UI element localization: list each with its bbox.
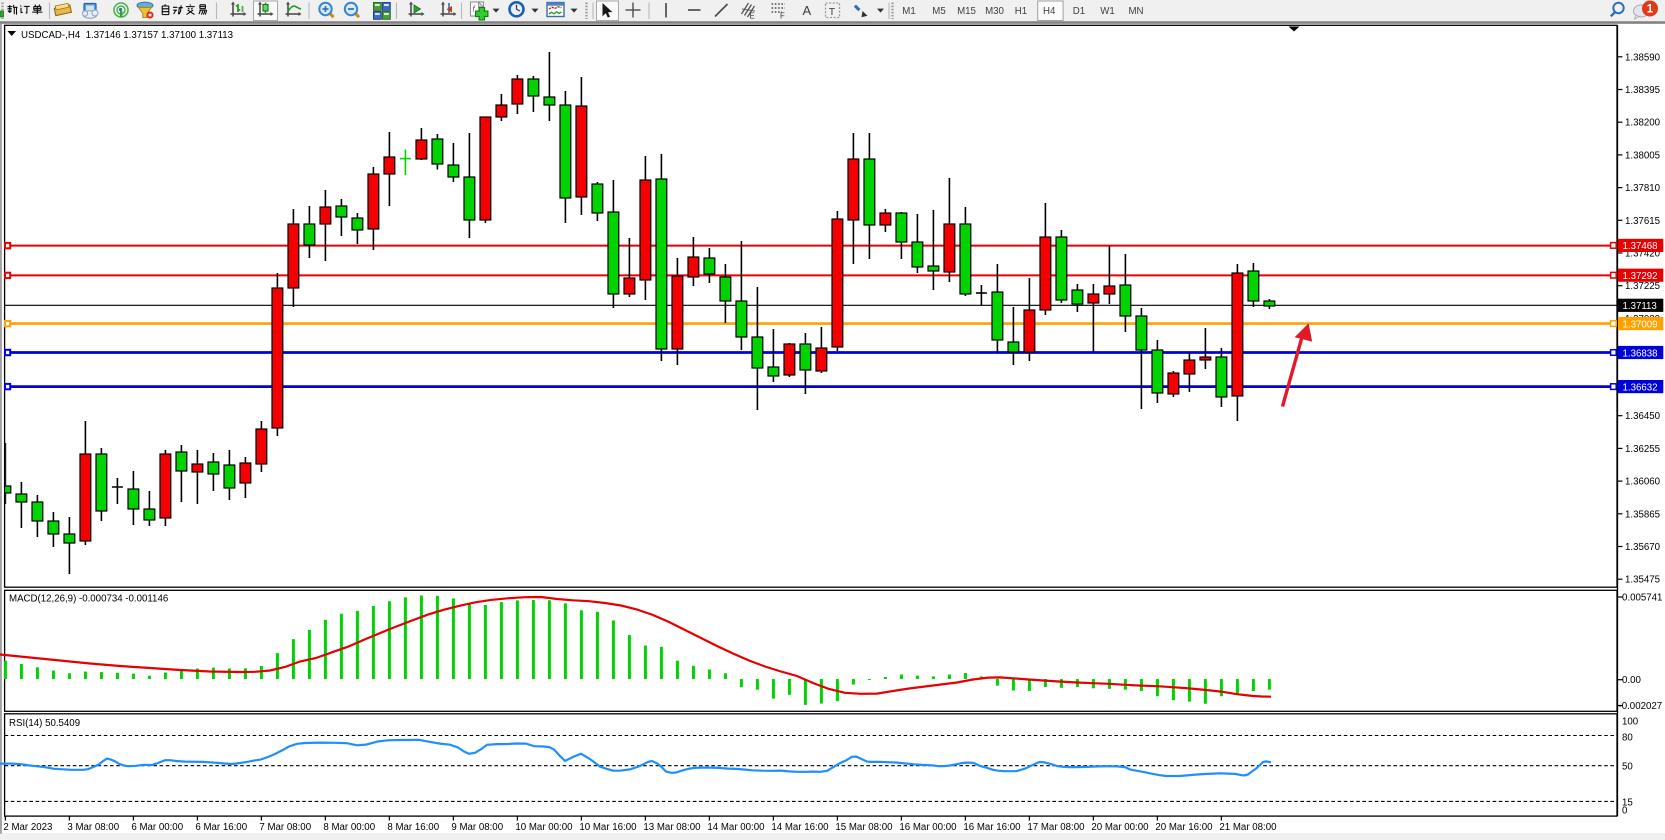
svg-text:0: 0	[1622, 806, 1628, 817]
svg-text:14 Mar 00:00: 14 Mar 00:00	[707, 822, 765, 833]
svg-text:W1: W1	[1100, 6, 1115, 17]
svg-text:1.36632: 1.36632	[1623, 382, 1658, 393]
svg-text:A: A	[803, 3, 812, 18]
svg-text:1.36838: 1.36838	[1623, 348, 1658, 359]
svg-text:10 Mar 00:00: 10 Mar 00:00	[515, 822, 573, 833]
svg-text:1.37009: 1.37009	[1623, 319, 1658, 330]
svg-text:15 Mar 08:00: 15 Mar 08:00	[835, 822, 893, 833]
svg-text:1.38395: 1.38395	[1625, 85, 1660, 96]
svg-text:9 Mar 08:00: 9 Mar 08:00	[451, 822, 503, 833]
svg-text:80: 80	[1622, 732, 1633, 743]
svg-text:100: 100	[1622, 717, 1639, 728]
svg-text:8 Mar 00:00: 8 Mar 00:00	[323, 822, 375, 833]
svg-text:1.38590: 1.38590	[1625, 52, 1661, 63]
svg-text:20 Mar 00:00: 20 Mar 00:00	[1091, 822, 1149, 833]
svg-text:1: 1	[1647, 4, 1654, 16]
svg-text:6 Mar 00:00: 6 Mar 00:00	[131, 822, 183, 833]
svg-text:50: 50	[1622, 762, 1633, 773]
svg-text:8 Mar 16:00: 8 Mar 16:00	[387, 822, 439, 833]
svg-text:F: F	[780, 12, 785, 21]
svg-text:1.38200: 1.38200	[1625, 118, 1661, 129]
svg-text:15: 15	[1622, 797, 1633, 808]
svg-text:M5: M5	[932, 6, 945, 17]
svg-text:0.005741: 0.005741	[1622, 593, 1662, 604]
svg-text:1.37225: 1.37225	[1625, 281, 1660, 292]
svg-text:-0.002027: -0.002027	[1619, 701, 1663, 712]
svg-text:1.35865: 1.35865	[1625, 509, 1660, 520]
svg-text:1.37615: 1.37615	[1625, 216, 1660, 227]
svg-text:MN: MN	[1128, 6, 1143, 17]
svg-text:1.37420: 1.37420	[1625, 249, 1661, 260]
svg-text:10 Mar 16:00: 10 Mar 16:00	[579, 822, 637, 833]
svg-text:1.35670: 1.35670	[1625, 542, 1661, 553]
svg-text:3 Mar 08:00: 3 Mar 08:00	[67, 822, 119, 833]
svg-text:1.37810: 1.37810	[1625, 183, 1661, 194]
svg-text:1.38005: 1.38005	[1625, 150, 1660, 161]
svg-text:13 Mar 08:00: 13 Mar 08:00	[643, 822, 701, 833]
svg-text:1.37292: 1.37292	[1623, 271, 1658, 282]
svg-text:T: T	[829, 6, 836, 18]
svg-text:D1: D1	[1073, 6, 1085, 17]
svg-text:H1: H1	[1015, 6, 1027, 17]
svg-text:M30: M30	[985, 6, 1004, 17]
svg-text:1.37113: 1.37113	[1623, 301, 1657, 312]
svg-text:21 Mar 08:00: 21 Mar 08:00	[1219, 822, 1277, 833]
svg-text:14 Mar 16:00: 14 Mar 16:00	[771, 822, 829, 833]
svg-text:2 Mar 2023: 2 Mar 2023	[3, 822, 52, 833]
svg-text:20 Mar 16:00: 20 Mar 16:00	[1155, 822, 1213, 833]
svg-text:f: f	[473, 5, 476, 14]
svg-text:17 Mar 08:00: 17 Mar 08:00	[1027, 822, 1085, 833]
svg-text:1.36060: 1.36060	[1625, 477, 1661, 488]
svg-text:0.00: 0.00	[1622, 675, 1641, 686]
svg-text:16 Mar 00:00: 16 Mar 00:00	[899, 822, 957, 833]
svg-text:USDCAD-,H4 1.37146 1.37157 1.: USDCAD-,H4 1.37146 1.37157 1.37100 1.371…	[21, 30, 233, 41]
svg-text:1.36450: 1.36450	[1625, 411, 1661, 422]
svg-text:E: E	[750, 12, 755, 21]
svg-text:16 Mar 16:00: 16 Mar 16:00	[963, 822, 1021, 833]
svg-text:1.35475: 1.35475	[1625, 575, 1660, 586]
svg-text:1.36255: 1.36255	[1625, 444, 1660, 455]
svg-text:M15: M15	[957, 6, 976, 17]
svg-text:RSI(14) 50.5409: RSI(14) 50.5409	[9, 718, 80, 729]
svg-text:H4: H4	[1043, 6, 1056, 17]
svg-text:M1: M1	[902, 6, 915, 17]
svg-text:MACD(12,26,9) -0.000734 -0.001: MACD(12,26,9) -0.000734 -0.001146	[9, 594, 168, 605]
svg-text:6 Mar 16:00: 6 Mar 16:00	[195, 822, 247, 833]
svg-text:1.37468: 1.37468	[1623, 241, 1658, 252]
svg-text:7 Mar 08:00: 7 Mar 08:00	[259, 822, 311, 833]
